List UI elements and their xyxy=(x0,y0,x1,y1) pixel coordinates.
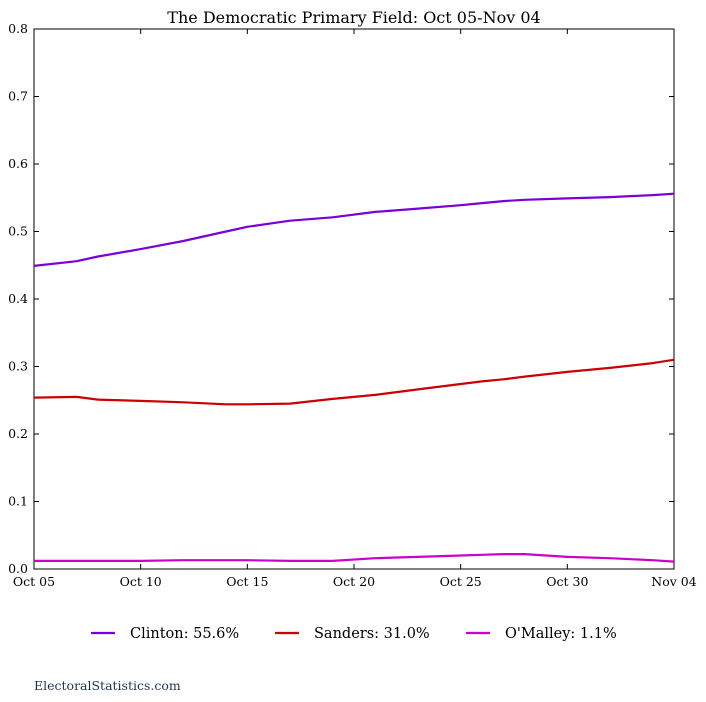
x-tick-label: Oct 10 xyxy=(120,574,162,589)
series-line-2 xyxy=(34,552,675,563)
y-tick-label: 0.6 xyxy=(8,156,28,171)
y-tick-label: 0.2 xyxy=(8,426,28,441)
footer-source: ElectoralStatistics.com xyxy=(34,678,181,693)
plot-frame xyxy=(33,28,675,570)
legend: Clinton: 55.6% Sanders: 31.0% O'Malley: 1.… xyxy=(91,626,617,642)
series-layer xyxy=(33,192,675,563)
y-tick-label: 0.8 xyxy=(8,21,28,36)
legend-label-2: O'Malley: 1.1% xyxy=(505,626,617,642)
series-line-1 xyxy=(33,358,675,406)
x-tick-label: Oct 15 xyxy=(226,574,268,589)
series-line-0 xyxy=(33,192,675,267)
legend-label-0: Clinton: 55.6% xyxy=(130,626,239,642)
chart-title: The Democratic Primary Field: Oct 05-Nov… xyxy=(167,8,540,27)
x-tick-label: Nov 04 xyxy=(651,574,696,589)
y-tick-label: 0.7 xyxy=(8,89,28,104)
x-tick-label: Oct 20 xyxy=(333,574,375,589)
y-tick-label: 0.0 xyxy=(8,561,28,576)
x-tick-label: Oct 25 xyxy=(440,574,482,589)
y-axis: 0.0 0.1 0.2 0.3 0.4 0.5 0.6 0.7 0.8 xyxy=(8,21,674,576)
y-tick-label: 0.3 xyxy=(8,359,28,374)
y-tick-label: 0.5 xyxy=(8,224,28,239)
legend-label-1: Sanders: 31.0% xyxy=(314,626,430,642)
x-axis: Oct 05 Oct 10 Oct 15 Oct 20 Oct 25 Oct 30 Nov … xyxy=(13,29,697,589)
x-tick-label: Oct 30 xyxy=(546,574,588,589)
x-tick-label: Oct 05 xyxy=(13,574,55,589)
plot-area xyxy=(33,28,675,570)
y-tick-label: 0.4 xyxy=(8,291,28,306)
y-tick-label: 0.1 xyxy=(8,494,28,509)
